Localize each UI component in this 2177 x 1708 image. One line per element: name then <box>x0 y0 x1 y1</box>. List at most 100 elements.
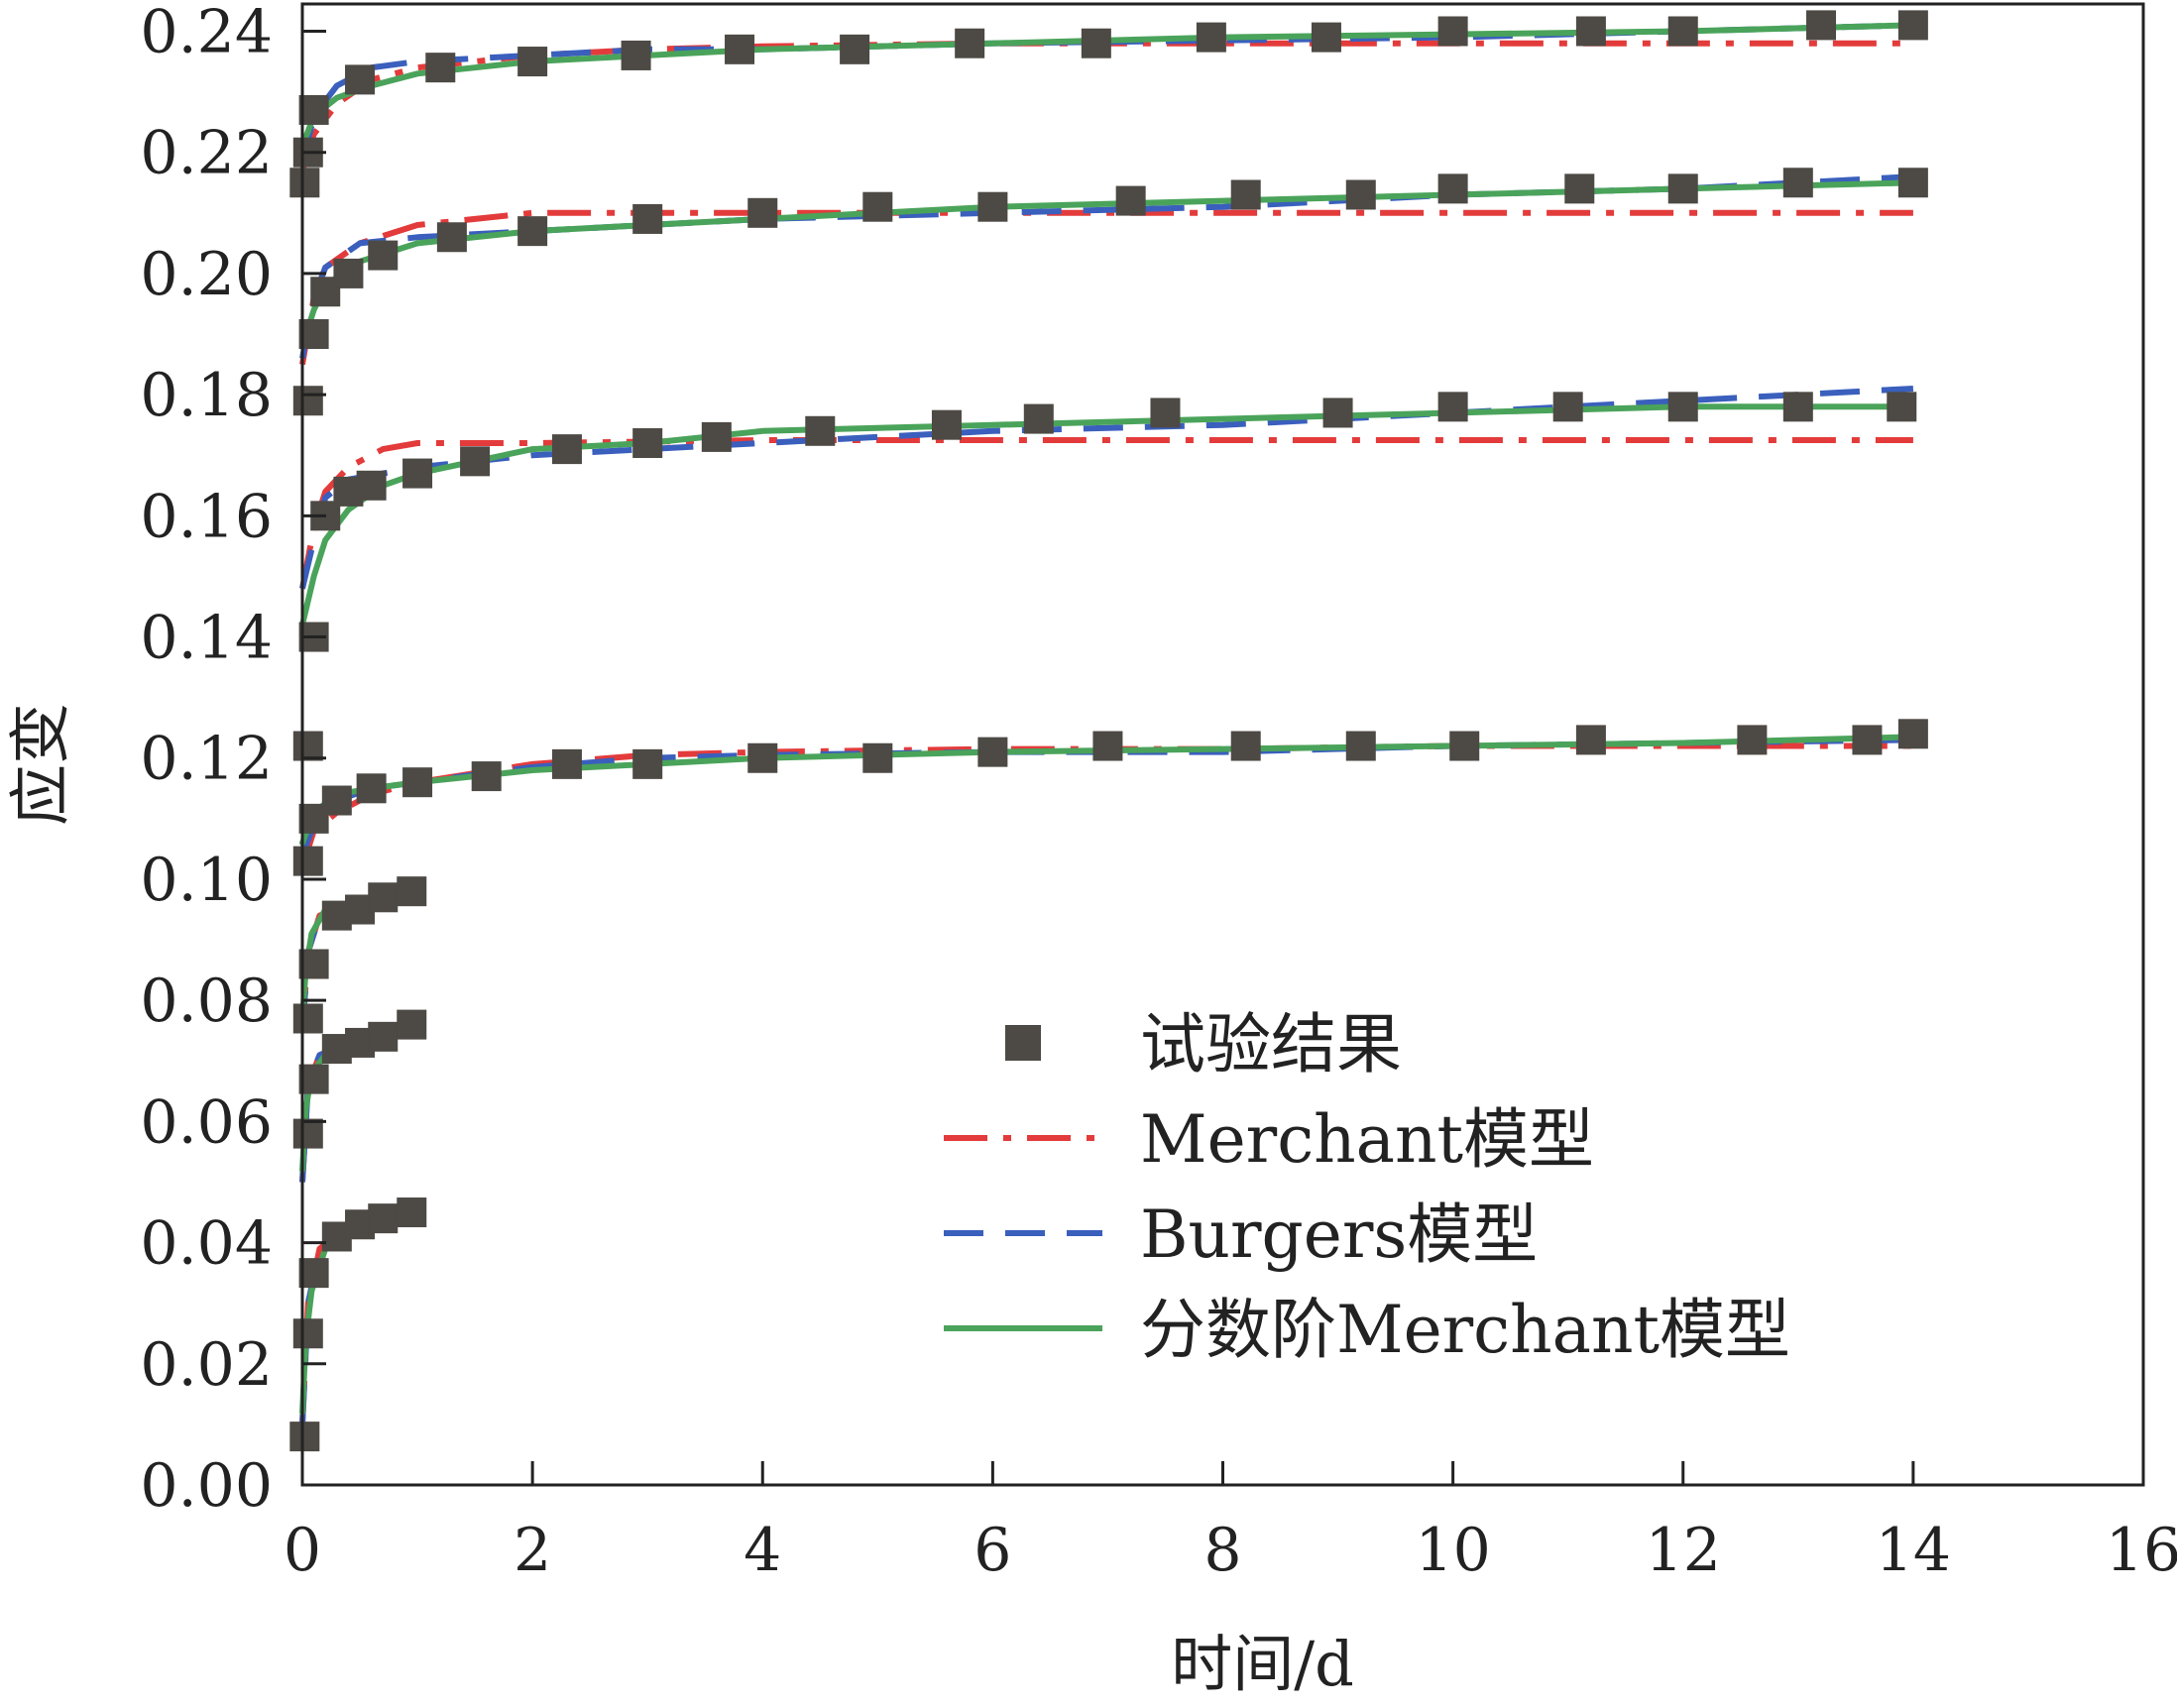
y-axis-title: 应变 <box>4 703 76 826</box>
legend-label: Burgers模型 <box>1140 1196 1538 1273</box>
experimental-point <box>1437 392 1468 422</box>
y-tick-label: 0.12 <box>140 725 273 794</box>
experimental-point <box>955 28 985 58</box>
y-tick-label: 0.02 <box>140 1330 273 1400</box>
legend-item: Burgers模型 <box>944 1196 1538 1273</box>
experimental-point <box>1311 22 1341 53</box>
y-tick-label: 0.00 <box>140 1451 273 1521</box>
experimental-point <box>368 882 399 913</box>
experimental-point <box>1782 168 1813 198</box>
experimental-point <box>321 785 352 816</box>
y-tick-label: 0.24 <box>140 0 273 66</box>
experimental-point <box>1667 392 1698 422</box>
experimental-point <box>1575 16 1606 47</box>
legend-marker <box>1005 1025 1041 1061</box>
experimental-point <box>1575 725 1606 755</box>
experimental-point <box>701 421 732 452</box>
x-tick-label: 2 <box>514 1516 551 1585</box>
y-tick-label: 0.08 <box>140 967 273 1036</box>
experimental-point <box>1345 731 1376 761</box>
experimental-point <box>289 168 320 198</box>
experimental-point <box>632 748 663 779</box>
legend-item: 分数阶Merchant模型 <box>944 1292 1790 1368</box>
experimental-point <box>1897 719 1928 749</box>
experimental-point <box>292 386 323 416</box>
experimental-point <box>1449 731 1480 761</box>
experimental-point <box>298 94 329 125</box>
experimental-point <box>292 846 323 876</box>
legend-item: Merchant模型 <box>944 1101 1594 1178</box>
experimental-point <box>977 737 1008 767</box>
experimental-point <box>460 446 491 477</box>
experimental-point <box>1887 392 1917 422</box>
y-tick-label: 0.18 <box>140 361 273 430</box>
experimental-point <box>1852 725 1883 755</box>
experimental-point <box>397 876 427 907</box>
experimental-point <box>1437 16 1468 47</box>
experimental-point <box>1437 173 1468 204</box>
experimental-point <box>292 1318 323 1349</box>
experimental-point <box>862 742 893 773</box>
experimental-point <box>298 1258 329 1289</box>
x-axis: 0 2 4 6 8 10 12 14 16 <box>284 1461 2177 1585</box>
experimental-point <box>632 428 663 459</box>
y-tick-label: 0.14 <box>140 604 273 673</box>
experimental-point <box>356 773 387 804</box>
experimental-point <box>356 470 387 501</box>
experimental-point <box>977 191 1008 222</box>
x-axis-title: 时间/d <box>1171 1628 1354 1700</box>
legend-item: 试验结果 <box>1005 1006 1402 1082</box>
experimental-point <box>292 1118 323 1149</box>
y-tick-label: 0.10 <box>140 846 273 915</box>
experimental-point <box>298 949 329 979</box>
x-tick-label: 10 <box>1415 1516 1490 1585</box>
x-tick-label: 4 <box>744 1516 781 1585</box>
y-tick-label: 0.04 <box>140 1209 273 1279</box>
experimental-point <box>931 409 962 440</box>
experimental-point <box>292 1003 323 1034</box>
experimental-point <box>1092 731 1123 761</box>
experimental-point <box>1115 185 1146 216</box>
experimental-point <box>1552 392 1583 422</box>
experimental-point <box>368 240 399 271</box>
experimental-point <box>368 1203 399 1234</box>
experimental-point <box>298 1064 329 1094</box>
x-tick-label: 8 <box>1203 1516 1241 1585</box>
experimental-point <box>1196 22 1226 53</box>
experimental-point <box>1806 10 1837 41</box>
experimental-point <box>1023 403 1054 434</box>
experimental-point <box>1150 398 1181 428</box>
experimental-point <box>368 1021 399 1052</box>
experimental-point <box>1230 179 1261 210</box>
experimental-point <box>517 216 548 247</box>
y-tick-label: 0.20 <box>140 240 273 309</box>
experimental-point <box>1230 731 1261 761</box>
experimental-point <box>1737 725 1768 755</box>
merchant-line <box>299 437 1913 590</box>
experimental-point <box>725 34 755 64</box>
markers-layer <box>289 10 1928 1452</box>
experimental-point <box>1081 28 1111 58</box>
experimental-point <box>551 434 582 465</box>
experimental-point <box>1897 10 1928 41</box>
legend-label: Merchant模型 <box>1140 1101 1594 1178</box>
experimental-point <box>402 458 433 489</box>
experimental-point <box>436 222 467 253</box>
experimental-point <box>397 1009 427 1040</box>
x-tick-label: 0 <box>284 1516 321 1585</box>
experimental-point <box>840 34 870 64</box>
y-axis: 0.00 0.02 0.04 0.06 0.08 0.10 0.12 0.14 0.16 0.18… <box>140 0 326 1521</box>
experimental-point <box>298 319 329 350</box>
y-tick-label: 0.16 <box>140 482 273 551</box>
experimental-point <box>397 1197 427 1228</box>
experimental-point <box>632 203 663 234</box>
experimental-point <box>1897 168 1928 198</box>
experimental-point <box>747 742 778 773</box>
experimental-point <box>333 258 364 288</box>
experimental-point <box>289 1422 320 1452</box>
legend-label: 试验结果 <box>1140 1006 1402 1082</box>
experimental-point <box>425 53 456 83</box>
